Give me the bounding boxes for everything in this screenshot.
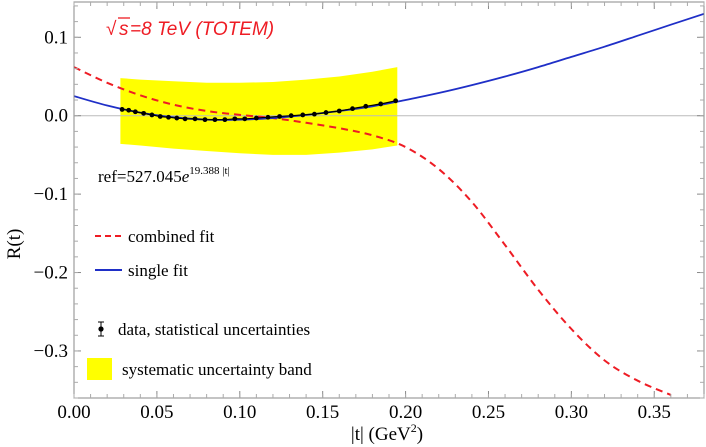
- data-point: [363, 103, 369, 109]
- title-sqrt-arg: s: [119, 19, 129, 40]
- data-point: [350, 106, 355, 112]
- y-tick-label: −0.2: [34, 263, 68, 284]
- data-point: [141, 110, 147, 116]
- data-point: [126, 107, 132, 113]
- data-point: [232, 116, 238, 122]
- x-tick-label: 0.25: [472, 402, 505, 423]
- data-point: [166, 114, 171, 120]
- data-point: [192, 116, 198, 122]
- data-point: [212, 117, 218, 123]
- x-axis-title: |t| (GeV2): [351, 421, 423, 445]
- series-combined-fit: [74, 66, 672, 396]
- data-point: [265, 114, 271, 120]
- ref-base: ref=527.045: [98, 167, 182, 186]
- data-point: [157, 114, 163, 119]
- x-tick-label: 0.15: [306, 402, 339, 423]
- data-point: [393, 98, 399, 104]
- y-tick-label: −0.1: [34, 184, 68, 205]
- data-point: [202, 117, 208, 123]
- data-point: [253, 115, 259, 121]
- systematic-band: [120, 67, 398, 155]
- legend-combined-fit-label: combined fit: [128, 227, 215, 246]
- x-tick-label: 0.20: [389, 402, 422, 423]
- legend-data-label: data, statistical uncertainties: [118, 320, 310, 339]
- title-sqrt-symbol: √: [106, 19, 117, 40]
- data-point: [323, 110, 329, 115]
- x-tick-label: 0.05: [140, 402, 173, 423]
- legend: combined fit single fit data, statistica…: [87, 227, 312, 380]
- data-point: [174, 115, 180, 121]
- legend-band-swatch: [87, 358, 112, 380]
- x-tick-label: 0.10: [223, 402, 256, 423]
- data-point: [336, 108, 342, 114]
- title-text: =8 TeV (TOTEM): [130, 19, 274, 40]
- x-axis-title-end: ): [417, 424, 423, 445]
- chart-title: √ s =8 TeV (TOTEM): [106, 17, 274, 40]
- legend-data-swatch: [98, 321, 104, 337]
- data-point: [311, 111, 317, 117]
- x-tick-label: 0.35: [638, 402, 671, 423]
- y-axis-title: R(t): [4, 229, 25, 260]
- data-point: [277, 114, 282, 119]
- data-point: [132, 109, 138, 115]
- x-tick-label: 0.30: [555, 402, 588, 423]
- data-point: [119, 107, 125, 112]
- data-point: [149, 112, 155, 118]
- y-tick-label: −0.3: [34, 341, 68, 362]
- svg-text:ref=527.045e19.388 |t|: ref=527.045e19.388 |t|: [98, 165, 230, 186]
- data-point: [288, 113, 294, 119]
- x-axis-title-sup: 2: [411, 421, 417, 435]
- x-axis-title-main: |t| (GeV: [351, 424, 411, 445]
- data-point: [242, 116, 248, 122]
- ref-annotation: ref=527.045e19.388 |t|: [98, 165, 230, 186]
- x-tick-label: 0.00: [57, 402, 90, 423]
- data-point: [222, 117, 228, 123]
- y-tick-label: 0.0: [44, 106, 68, 127]
- legend-band-label: systematic uncertainty band: [122, 360, 312, 379]
- ref-exponent: 19.388 |t|: [189, 165, 229, 177]
- legend-data-point: [98, 326, 104, 332]
- data-point: [300, 112, 306, 118]
- y-tick-label: 0.1: [44, 27, 68, 48]
- data-point: [182, 116, 188, 122]
- data-point: [378, 101, 384, 107]
- legend-single-fit-label: single fit: [128, 261, 188, 280]
- ref-exp-base: e: [182, 167, 190, 186]
